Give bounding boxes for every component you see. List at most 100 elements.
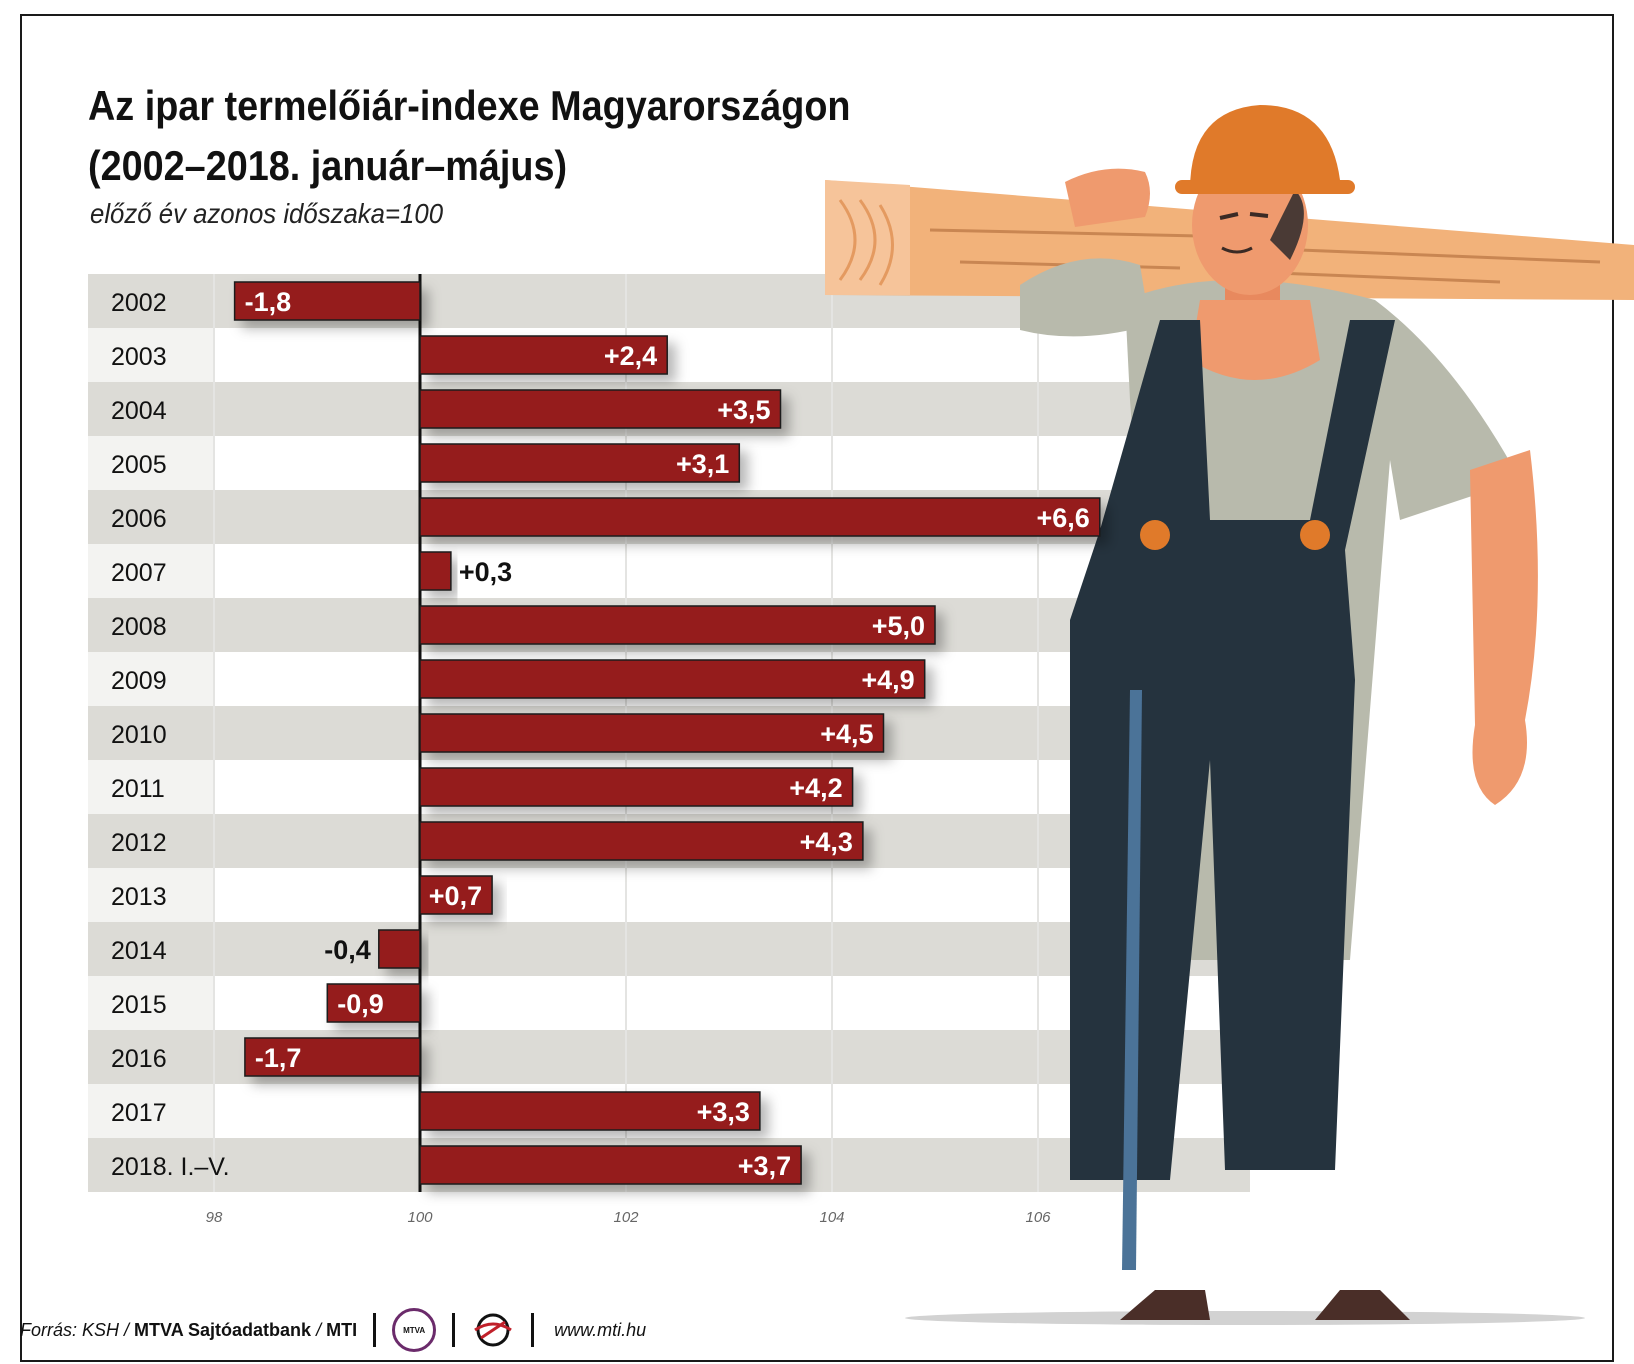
row-label-cell	[88, 1030, 213, 1084]
x-tick-label: 106	[1025, 1209, 1051, 1226]
source-slash: /	[316, 1319, 322, 1340]
row-label-cell	[88, 1084, 213, 1138]
category-label: 2009	[111, 667, 167, 695]
row-label-cell	[88, 976, 213, 1030]
category-label: 2003	[111, 343, 167, 371]
value-label: +6,6	[1036, 503, 1089, 533]
row-label-cell	[88, 814, 213, 868]
mti-logo-icon	[474, 1313, 512, 1347]
value-label: +4,5	[820, 719, 873, 749]
value-label: +0,7	[429, 881, 482, 911]
row-label-cell	[88, 382, 213, 436]
value-label: -1,7	[255, 1043, 302, 1073]
row-label-cell	[88, 598, 213, 652]
row-label-cell	[88, 868, 213, 922]
row-label-cell	[88, 706, 213, 760]
bar	[419, 605, 936, 645]
category-label: 2007	[111, 559, 167, 587]
footer-divider	[452, 1313, 456, 1347]
footer: Forrás: KSH / MTVA Sajtóadatbank / MTI M…	[20, 1308, 647, 1352]
value-label: +4,3	[800, 827, 853, 857]
value-labels: -1,8 +2,4 +3,5 +3,1 +6,6 +0,3 +5,0 +4,9 +4,5 +4,2…	[245, 287, 1090, 1181]
footer-divider	[373, 1313, 377, 1347]
row-band	[88, 976, 1250, 1030]
row-label-cell	[88, 760, 213, 814]
row-label-cell	[88, 1138, 213, 1192]
value-label: +3,1	[676, 449, 729, 479]
chart-title-line1: Az ipar termelőiár-indexe Magyarországon	[88, 82, 851, 129]
row-band	[88, 544, 1250, 598]
value-label: +0,3	[459, 557, 512, 587]
x-tick-label: 98	[206, 1209, 223, 1226]
category-label: 2006	[111, 505, 167, 533]
value-label: +5,0	[872, 611, 925, 641]
row-label-cell	[88, 652, 213, 706]
infographic-frame	[20, 14, 1614, 1362]
value-label: +3,5	[717, 395, 770, 425]
row-label-cell	[88, 490, 213, 544]
chart-subtitle: előző év azonos időszaka=100	[90, 198, 444, 229]
row-label-cell	[88, 274, 213, 328]
bar	[244, 1037, 421, 1077]
row-band	[88, 868, 1250, 922]
bar	[419, 1145, 802, 1185]
bar	[419, 335, 668, 375]
category-label: 2005	[111, 451, 167, 479]
value-label: +3,7	[738, 1151, 791, 1181]
category-labels: 2002 2003 2004 2005 2006 2007 2008 2009 2010 2011…	[111, 289, 230, 1181]
bar	[419, 1091, 761, 1131]
mtva-logo-label: MTVA	[403, 1325, 426, 1335]
bars	[233, 281, 1101, 1185]
value-label: -0,9	[337, 989, 384, 1019]
bar	[419, 875, 493, 915]
source-bold: MTVA Sajtóadatbank	[134, 1319, 312, 1340]
value-label: +4,2	[789, 773, 842, 803]
source-url[interactable]: www.mti.hu	[554, 1319, 647, 1340]
bar	[419, 497, 1101, 537]
bar	[419, 713, 885, 753]
worker-illustration	[825, 105, 1634, 1325]
category-label: 2002	[111, 289, 167, 317]
bar	[419, 551, 452, 591]
category-label: 2004	[111, 397, 167, 425]
chart-title: Az ipar termelőiár-indexe Magyarországon…	[88, 76, 862, 196]
bar	[419, 443, 741, 483]
footer-divider	[531, 1313, 535, 1347]
x-tick-label: 102	[613, 1209, 639, 1226]
x-tick-label: 104	[819, 1209, 844, 1226]
bar	[378, 929, 421, 969]
row-label-cell	[88, 436, 213, 490]
bar	[419, 659, 926, 699]
mtva-logo-icon: MTVA	[392, 1308, 437, 1352]
x-tick-label: 100	[407, 1209, 433, 1226]
category-label: 2010	[111, 721, 167, 749]
bar	[419, 767, 854, 807]
bar	[419, 821, 864, 861]
value-label: -0,4	[324, 935, 371, 965]
value-label: -1,8	[245, 287, 292, 317]
value-label: +2,4	[604, 341, 657, 371]
row-label-cell	[88, 328, 213, 382]
category-label: 2015	[111, 991, 167, 1019]
row-label-cell	[88, 922, 213, 976]
row-band	[88, 922, 1250, 976]
category-label: 2017	[111, 1099, 167, 1127]
bar	[233, 281, 421, 321]
value-label: +3,3	[697, 1097, 750, 1127]
bar	[326, 983, 421, 1023]
source-prefix: Forrás: KSH /	[20, 1319, 130, 1340]
category-label: 2011	[111, 775, 165, 803]
category-label: 2016	[111, 1045, 167, 1073]
row-label-cell	[88, 544, 213, 598]
chart-title-line2: (2002–2018. január–május)	[88, 142, 568, 189]
value-label: +4,9	[861, 665, 914, 695]
bar	[419, 389, 782, 429]
source-mti: MTI	[326, 1319, 358, 1340]
row-band	[88, 328, 1250, 382]
category-label: 2008	[111, 613, 167, 641]
category-label: 2013	[111, 883, 167, 911]
category-label: 2014	[111, 937, 167, 965]
category-label: 2012	[111, 829, 167, 857]
category-label: 2018. I.–V.	[111, 1153, 230, 1181]
